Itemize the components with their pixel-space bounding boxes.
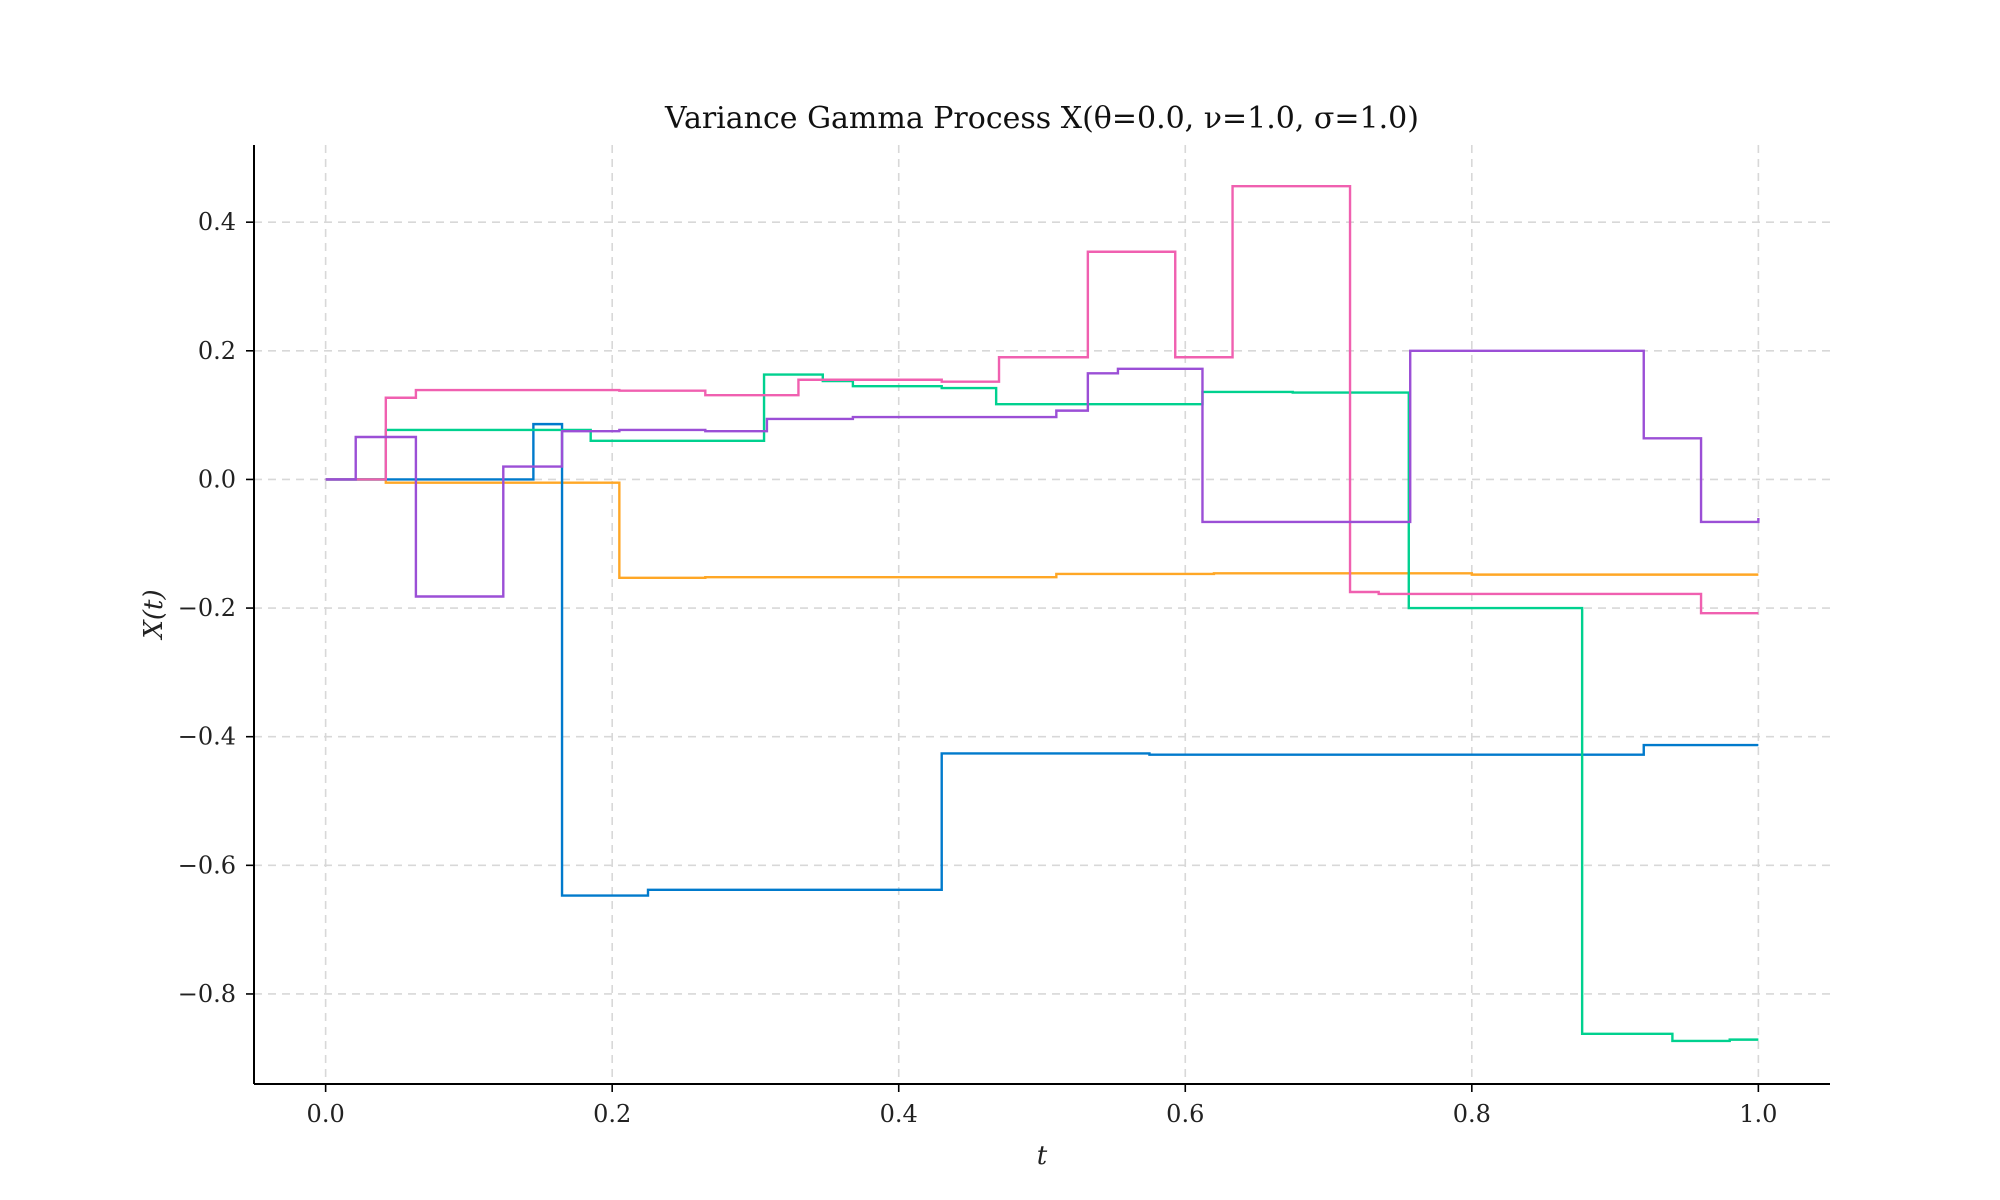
series-line-4 xyxy=(325,184,1759,615)
x-tick-label: 0.4 xyxy=(880,1100,918,1128)
x-tick-label: 0.0 xyxy=(307,1100,345,1128)
y-tick-label: 0.0 xyxy=(198,465,236,493)
series-line-5 xyxy=(325,349,1760,598)
x-tick-label: 0.6 xyxy=(1166,1100,1204,1128)
series-line-2 xyxy=(325,422,1759,897)
grid xyxy=(254,145,1830,1084)
series-line-1 xyxy=(325,478,1759,580)
y-tick-label: −0.2 xyxy=(178,594,236,622)
x-axis-label: t xyxy=(1037,1141,1048,1171)
x-tick-label: 0.2 xyxy=(593,1100,631,1128)
x-ticks: 0.0 0.2 0.4 0.6 0.8 1.0 xyxy=(307,1084,1777,1128)
y-tick-label: −0.6 xyxy=(178,851,236,879)
y-ticks: 0.4 0.2 0.0 −0.2 −0.4 −0.6 −0.8 xyxy=(178,208,254,1008)
y-tick-label: 0.2 xyxy=(198,337,236,365)
axes xyxy=(253,145,1830,1085)
chart-title: Variance Gamma Process X(θ=0.0, ν=1.0, σ… xyxy=(664,101,1419,136)
x-tick-label: 0.8 xyxy=(1453,1100,1491,1128)
series-group xyxy=(325,184,1760,1043)
x-tick-label: 1.0 xyxy=(1739,1100,1777,1128)
y-axis-label: X(t) xyxy=(139,589,169,640)
y-tick-label: −0.8 xyxy=(178,980,236,1008)
y-tick-label: 0.4 xyxy=(198,208,236,236)
y-tick-label: −0.4 xyxy=(178,723,236,751)
series-line-3 xyxy=(325,373,1759,1043)
